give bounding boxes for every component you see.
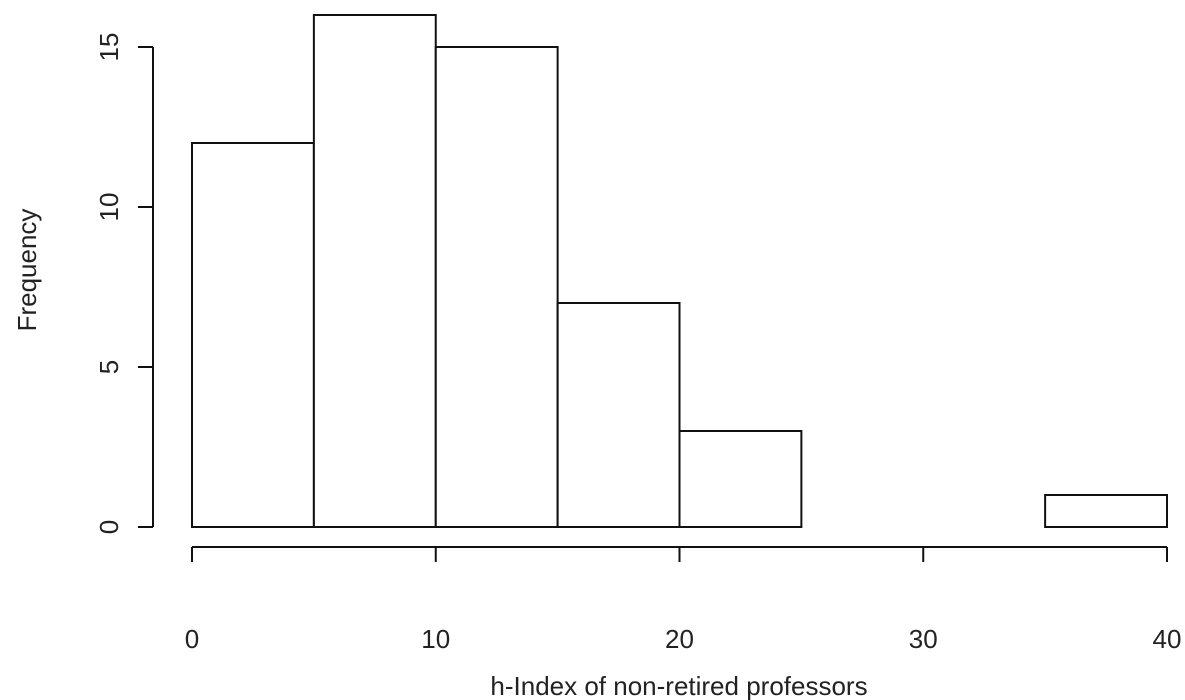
x-tick-label-10: 10 (421, 624, 450, 654)
x-tick-label-40: 40 (1153, 624, 1182, 654)
y-tick-label-0: 0 (94, 520, 124, 534)
x-axis-title: h-Index of non-retired professors (490, 671, 867, 700)
histogram-bar-20-25 (678, 430, 803, 528)
y-tick-label-10: 10 (94, 193, 124, 222)
x-tick-label-30: 30 (909, 624, 938, 654)
y-tick-label-15: 15 (94, 33, 124, 62)
x-axis: 0 10 20 30 40 (185, 546, 1182, 654)
x-tick-label-0: 0 (185, 624, 199, 654)
histogram-bar-35-40 (1044, 494, 1168, 528)
x-tick-label-20: 20 (665, 624, 694, 654)
y-axis-title: Frequency (12, 209, 42, 332)
histogram-bar-15-20 (556, 302, 681, 528)
y-axis: 0 5 10 15 (94, 33, 154, 534)
histogram-bar-5-10 (312, 14, 437, 528)
histogram-bar-10-15 (434, 46, 559, 528)
histogram-bar-0-5 (191, 142, 315, 528)
bars-group (191, 14, 1168, 528)
y-tick-label-5: 5 (94, 360, 124, 374)
